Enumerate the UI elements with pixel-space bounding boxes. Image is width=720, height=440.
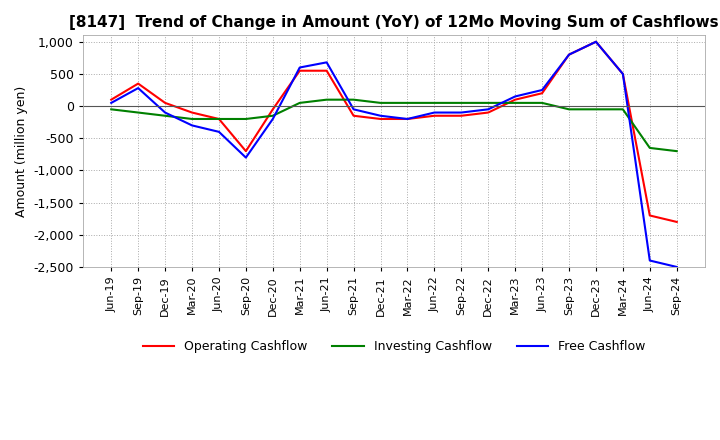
Investing Cashflow xyxy=(538,100,546,106)
Free Cashflow xyxy=(188,123,197,128)
Free Cashflow xyxy=(645,258,654,263)
Operating Cashflow xyxy=(215,116,223,121)
Free Cashflow xyxy=(430,110,438,115)
Operating Cashflow xyxy=(161,100,169,106)
Operating Cashflow xyxy=(672,219,681,224)
Free Cashflow xyxy=(269,116,277,121)
Free Cashflow xyxy=(161,110,169,115)
Investing Cashflow xyxy=(215,116,223,121)
Investing Cashflow xyxy=(403,100,412,106)
Investing Cashflow xyxy=(484,100,492,106)
Operating Cashflow xyxy=(564,52,573,57)
Operating Cashflow xyxy=(134,81,143,86)
Investing Cashflow xyxy=(376,100,384,106)
Line: Free Cashflow: Free Cashflow xyxy=(111,42,677,267)
Investing Cashflow xyxy=(457,100,466,106)
Operating Cashflow xyxy=(376,116,384,121)
Free Cashflow xyxy=(107,100,115,106)
Investing Cashflow xyxy=(645,145,654,150)
Investing Cashflow xyxy=(161,113,169,118)
Operating Cashflow xyxy=(188,110,197,115)
Investing Cashflow xyxy=(592,106,600,112)
Operating Cashflow xyxy=(457,113,466,118)
Investing Cashflow xyxy=(295,100,304,106)
Title: [8147]  Trend of Change in Amount (YoY) of 12Mo Moving Sum of Cashflows: [8147] Trend of Change in Amount (YoY) o… xyxy=(69,15,719,30)
Operating Cashflow xyxy=(107,97,115,103)
Free Cashflow xyxy=(672,264,681,270)
Free Cashflow xyxy=(376,113,384,118)
Free Cashflow xyxy=(323,60,331,65)
Operating Cashflow xyxy=(645,213,654,218)
Operating Cashflow xyxy=(295,68,304,73)
Operating Cashflow xyxy=(592,39,600,44)
Investing Cashflow xyxy=(107,106,115,112)
Investing Cashflow xyxy=(188,116,197,121)
Investing Cashflow xyxy=(269,113,277,118)
Free Cashflow xyxy=(134,85,143,91)
Investing Cashflow xyxy=(564,106,573,112)
Operating Cashflow xyxy=(510,97,519,103)
Free Cashflow xyxy=(215,129,223,135)
Line: Operating Cashflow: Operating Cashflow xyxy=(111,42,677,222)
Operating Cashflow xyxy=(403,116,412,121)
Investing Cashflow xyxy=(134,110,143,115)
Operating Cashflow xyxy=(269,106,277,112)
Free Cashflow xyxy=(564,52,573,57)
Operating Cashflow xyxy=(349,113,358,118)
Free Cashflow xyxy=(295,65,304,70)
Free Cashflow xyxy=(241,155,250,160)
Legend: Operating Cashflow, Investing Cashflow, Free Cashflow: Operating Cashflow, Investing Cashflow, … xyxy=(138,335,650,358)
Investing Cashflow xyxy=(618,106,627,112)
Operating Cashflow xyxy=(241,149,250,154)
Free Cashflow xyxy=(349,106,358,112)
Free Cashflow xyxy=(510,94,519,99)
Free Cashflow xyxy=(618,71,627,77)
Free Cashflow xyxy=(538,88,546,93)
Investing Cashflow xyxy=(510,100,519,106)
Free Cashflow xyxy=(484,106,492,112)
Investing Cashflow xyxy=(323,97,331,103)
Operating Cashflow xyxy=(538,91,546,96)
Operating Cashflow xyxy=(323,68,331,73)
Line: Investing Cashflow: Investing Cashflow xyxy=(111,100,677,151)
Investing Cashflow xyxy=(241,116,250,121)
Operating Cashflow xyxy=(484,110,492,115)
Free Cashflow xyxy=(592,39,600,44)
Investing Cashflow xyxy=(430,100,438,106)
Investing Cashflow xyxy=(349,97,358,103)
Operating Cashflow xyxy=(618,71,627,77)
Operating Cashflow xyxy=(430,113,438,118)
Free Cashflow xyxy=(457,110,466,115)
Free Cashflow xyxy=(403,116,412,121)
Investing Cashflow xyxy=(672,149,681,154)
Y-axis label: Amount (million yen): Amount (million yen) xyxy=(15,85,28,217)
